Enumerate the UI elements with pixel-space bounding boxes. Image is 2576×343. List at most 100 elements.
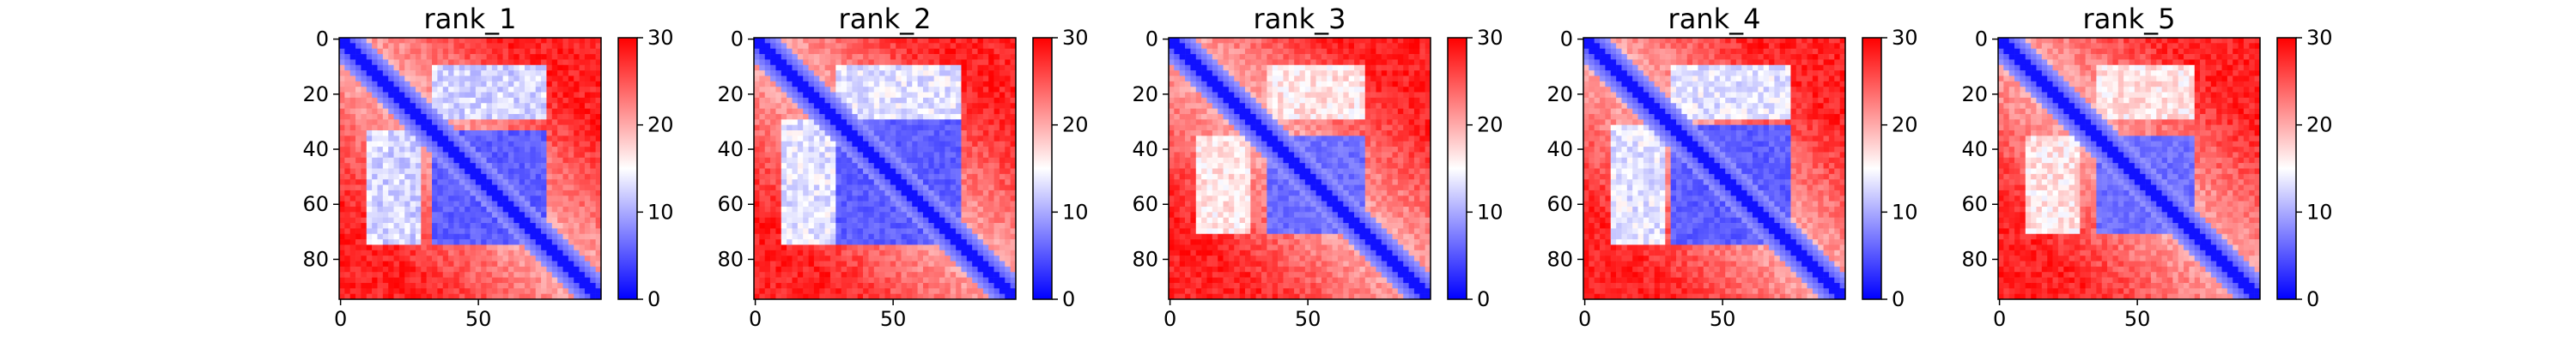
heatmap-cell: [922, 173, 929, 180]
heatmap-cell: [890, 157, 896, 164]
heatmap-cell: [1376, 64, 1382, 71]
heatmap-cell: [1419, 43, 1425, 49]
heatmap-cell: [912, 196, 918, 202]
heatmap-cell: [868, 130, 875, 136]
heatmap-cell: [530, 48, 537, 55]
heatmap-cell: [847, 87, 853, 93]
heatmap-cell: [873, 81, 880, 87]
heatmap-cell: [803, 157, 809, 164]
heatmap-cell: [906, 190, 913, 196]
heatmap-cell: [754, 81, 760, 87]
heatmap-cell: [764, 272, 771, 278]
heatmap-cell: [595, 250, 602, 256]
heatmap-cell: [835, 141, 841, 147]
heatmap-cell: [475, 124, 482, 131]
heatmap-cell: [956, 135, 962, 142]
heatmap-cell: [1392, 38, 1399, 44]
heatmap-cell: [475, 141, 482, 147]
heatmap-cell: [972, 244, 978, 251]
heatmap-cell: [764, 244, 771, 251]
heatmap-cell: [377, 147, 384, 153]
heatmap-cell: [884, 113, 891, 120]
heatmap-cell: [1212, 38, 1218, 44]
heatmap-cell: [803, 124, 809, 131]
heatmap-cell: [470, 157, 477, 164]
heatmap-cell: [977, 59, 984, 66]
heatmap-cell: [819, 261, 825, 268]
heatmap-cell: [584, 43, 591, 49]
heatmap-cell: [475, 282, 482, 289]
heatmap-cell: [525, 152, 531, 159]
heatmap-cell: [497, 70, 503, 76]
heatmap-cell: [781, 250, 787, 256]
heatmap-cell: [1413, 48, 1420, 55]
heatmap-cell: [787, 113, 793, 120]
heatmap-cell: [819, 92, 825, 99]
heatmap-cell: [421, 81, 427, 87]
heatmap-cell: [1310, 64, 1316, 71]
heatmap-cell: [513, 87, 519, 93]
heatmap-cell: [906, 124, 913, 131]
heatmap-cell: [398, 54, 405, 60]
heatmap-cell: [355, 212, 361, 218]
heatmap-cell: [857, 75, 864, 82]
heatmap-cell: [972, 212, 978, 218]
heatmap-cell: [475, 43, 482, 49]
heatmap-cell: [813, 43, 820, 49]
heatmap-cell: [595, 113, 602, 120]
heatmap-cell: [535, 293, 542, 300]
heatmap-cell: [928, 233, 934, 240]
heatmap-cell: [453, 217, 460, 224]
heatmap-cell: [884, 70, 891, 76]
heatmap-cell: [857, 108, 864, 115]
heatmap-cell: [541, 223, 547, 229]
heatmap-cell: [797, 179, 804, 185]
heatmap-cell: [355, 70, 361, 76]
heatmap-cell: [497, 113, 503, 120]
heatmap-cell: [535, 124, 542, 131]
heatmap-cell: [1010, 81, 1017, 87]
heatmap-cell: [486, 277, 493, 284]
heatmap-cell: [568, 217, 574, 224]
heatmap-cell: [502, 217, 509, 224]
heatmap-cell: [486, 163, 493, 169]
heatmap-cell: [448, 113, 454, 120]
heatmap-cell: [437, 81, 444, 87]
heatmap-cell: [977, 92, 984, 99]
heatmap-cell: [764, 147, 771, 153]
heatmap-cell: [1206, 48, 1213, 55]
heatmap-cell: [398, 196, 405, 202]
heatmap-cell: [579, 108, 586, 115]
heatmap-cell: [977, 54, 984, 60]
heatmap-cell: [873, 135, 880, 142]
heatmap-cell: [1304, 48, 1311, 55]
heatmap-cell: [513, 168, 519, 175]
heatmap-cell: [1370, 59, 1376, 66]
heatmap-cell: [491, 70, 498, 76]
heatmap-cell: [377, 43, 384, 49]
heatmap-cell: [792, 48, 799, 55]
heatmap-cell: [1321, 59, 1327, 66]
heatmap-cell: [448, 48, 454, 55]
heatmap-cell: [541, 130, 547, 136]
heatmap-cell: [1425, 43, 1431, 49]
heatmap-cell: [465, 147, 471, 153]
heatmap-cell: [950, 163, 957, 169]
heatmap-cell: [928, 288, 934, 294]
heatmap-cell: [421, 266, 427, 273]
heatmap-cell: [459, 119, 465, 125]
heatmap-cell: [437, 293, 444, 300]
heatmap-cell: [966, 233, 973, 240]
heatmap-cell: [541, 190, 547, 196]
heatmap-cell: [398, 184, 405, 191]
heatmap-cell: [961, 184, 968, 191]
heatmap-cell: [1327, 70, 1333, 76]
heatmap-cell: [939, 87, 945, 93]
heatmap-cell: [847, 239, 853, 245]
heatmap-cell: [574, 266, 580, 273]
heatmap-cell: [377, 59, 384, 66]
heatmap-cell: [966, 48, 973, 55]
heatmap-cell: [1005, 81, 1011, 87]
heatmap-cell: [388, 87, 394, 93]
heatmap-cell: [847, 293, 853, 300]
